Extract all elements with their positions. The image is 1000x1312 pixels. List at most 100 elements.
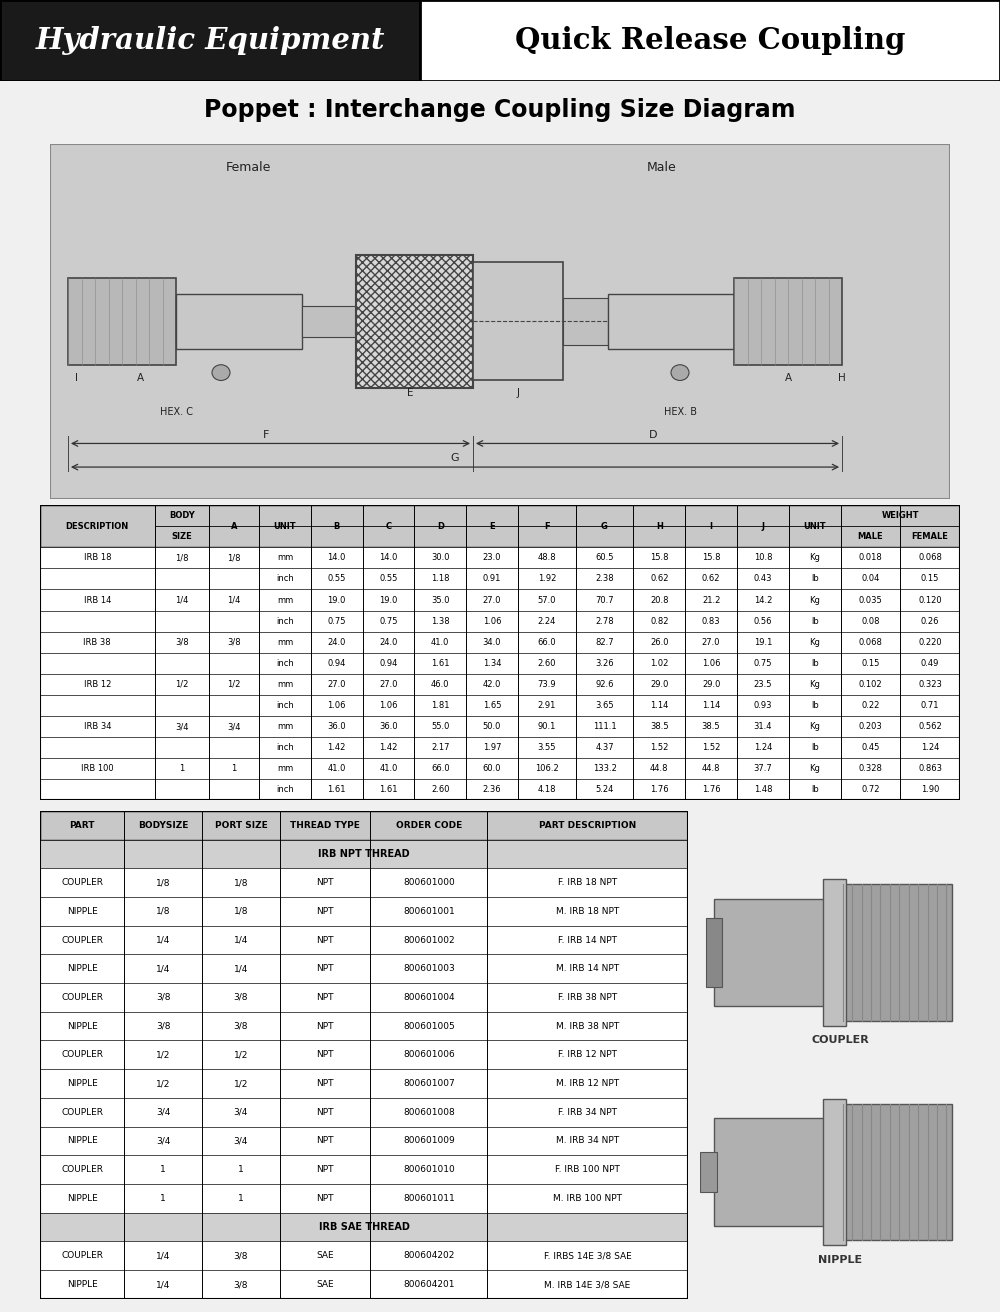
Text: 1/4: 1/4 (234, 964, 248, 974)
Text: 1.61: 1.61 (327, 786, 346, 794)
Text: 1/8: 1/8 (227, 554, 241, 563)
Text: 1: 1 (160, 1194, 166, 1203)
Text: 1.61: 1.61 (431, 659, 450, 668)
Bar (302, 306, 356, 337)
Text: A: A (784, 373, 792, 383)
Text: COUPLER: COUPLER (61, 993, 103, 1002)
Text: FEMALE: FEMALE (912, 533, 949, 542)
Text: F. IRB 100 NPT: F. IRB 100 NPT (555, 1165, 620, 1174)
Text: E: E (489, 522, 495, 531)
Text: COUPLER: COUPLER (61, 935, 103, 945)
Text: lb: lb (811, 575, 819, 584)
Text: NIPPLE: NIPPLE (67, 964, 97, 974)
Text: BODYSIZE: BODYSIZE (138, 821, 188, 829)
Text: 0.72: 0.72 (861, 786, 880, 794)
Text: WEIGHT: WEIGHT (882, 512, 919, 520)
Text: 1/2: 1/2 (227, 680, 241, 689)
Bar (40, 505, 960, 547)
Text: 0.83: 0.83 (702, 617, 720, 626)
Text: 0.91: 0.91 (483, 575, 501, 584)
Text: THREAD TYPE: THREAD TYPE (290, 821, 360, 829)
Bar (700, 1152, 717, 1191)
Bar (68, 278, 176, 365)
Text: 0.323: 0.323 (918, 680, 942, 689)
Text: SAE: SAE (316, 1252, 334, 1261)
Text: 0.55: 0.55 (328, 575, 346, 584)
Bar (40, 652, 960, 674)
Bar (40, 811, 688, 840)
Bar (734, 278, 842, 365)
Text: UNIT: UNIT (803, 522, 826, 531)
Text: 3/4: 3/4 (156, 1107, 170, 1117)
Text: 3/4: 3/4 (227, 722, 241, 731)
Text: 90.1: 90.1 (538, 722, 556, 731)
Bar (563, 298, 608, 345)
Bar (823, 879, 846, 1026)
Text: 19.0: 19.0 (328, 596, 346, 605)
Text: 0.08: 0.08 (861, 617, 880, 626)
Text: 1/4: 1/4 (227, 596, 241, 605)
Text: 800601000: 800601000 (403, 878, 455, 887)
Text: 1: 1 (238, 1194, 244, 1203)
Text: 111.1: 111.1 (593, 722, 616, 731)
Text: 0.328: 0.328 (858, 764, 882, 773)
Text: 36.0: 36.0 (379, 722, 398, 731)
Text: COUPLER: COUPLER (61, 1051, 103, 1059)
Text: Kg: Kg (809, 680, 820, 689)
Text: 3.65: 3.65 (595, 701, 614, 710)
Text: 2.78: 2.78 (595, 617, 614, 626)
Bar (40, 695, 960, 716)
Text: 0.120: 0.120 (918, 596, 942, 605)
Text: IRB 38: IRB 38 (83, 638, 111, 647)
Bar (714, 899, 840, 1006)
Text: 1/4: 1/4 (156, 1281, 170, 1288)
Text: 66.0: 66.0 (537, 638, 556, 647)
Text: IRB 34: IRB 34 (84, 722, 111, 731)
Text: 73.9: 73.9 (537, 680, 556, 689)
Text: 0.26: 0.26 (921, 617, 939, 626)
Text: 1.65: 1.65 (483, 701, 501, 710)
Text: 1: 1 (238, 1165, 244, 1174)
Text: 1/2: 1/2 (156, 1078, 170, 1088)
Text: Poppet : Interchange Coupling Size Diagram: Poppet : Interchange Coupling Size Diagr… (204, 97, 796, 122)
Text: MALE: MALE (858, 533, 883, 542)
Text: inch: inch (276, 701, 294, 710)
Text: 1.61: 1.61 (379, 786, 398, 794)
Text: F: F (263, 429, 269, 440)
Text: 0.018: 0.018 (859, 554, 882, 563)
Text: 1/2: 1/2 (234, 1078, 248, 1088)
Text: H: H (656, 522, 663, 531)
Text: 23.5: 23.5 (754, 680, 772, 689)
Text: C: C (385, 522, 392, 531)
Text: inch: inch (276, 743, 294, 752)
Text: 19.0: 19.0 (379, 596, 398, 605)
Text: 800601001: 800601001 (403, 907, 455, 916)
Text: NPT: NPT (316, 1051, 334, 1059)
Text: 800601005: 800601005 (403, 1022, 455, 1031)
Text: 46.0: 46.0 (431, 680, 450, 689)
Circle shape (671, 365, 689, 380)
Text: Kg: Kg (809, 596, 820, 605)
Text: 1: 1 (232, 764, 237, 773)
Text: IRB 18: IRB 18 (84, 554, 111, 563)
Text: lb: lb (811, 701, 819, 710)
Bar (0, 0, 420, 81)
Text: HEX. C: HEX. C (160, 407, 193, 417)
Text: COUPLER: COUPLER (61, 878, 103, 887)
Text: SAE: SAE (316, 1281, 334, 1288)
Text: J: J (517, 388, 520, 399)
Bar (40, 1156, 688, 1183)
Text: 24.0: 24.0 (379, 638, 398, 647)
Text: SIZE: SIZE (172, 533, 192, 542)
Text: 800601009: 800601009 (403, 1136, 455, 1145)
Text: 0.55: 0.55 (379, 575, 398, 584)
Text: NPT: NPT (316, 1194, 334, 1203)
Text: 27.0: 27.0 (483, 596, 501, 605)
Text: 14.2: 14.2 (754, 596, 772, 605)
Text: Female: Female (225, 161, 271, 174)
Text: 1/8: 1/8 (234, 907, 248, 916)
Text: 1/4: 1/4 (156, 935, 170, 945)
Text: 21.2: 21.2 (702, 596, 720, 605)
Bar (40, 926, 688, 954)
Text: 1.76: 1.76 (702, 786, 720, 794)
